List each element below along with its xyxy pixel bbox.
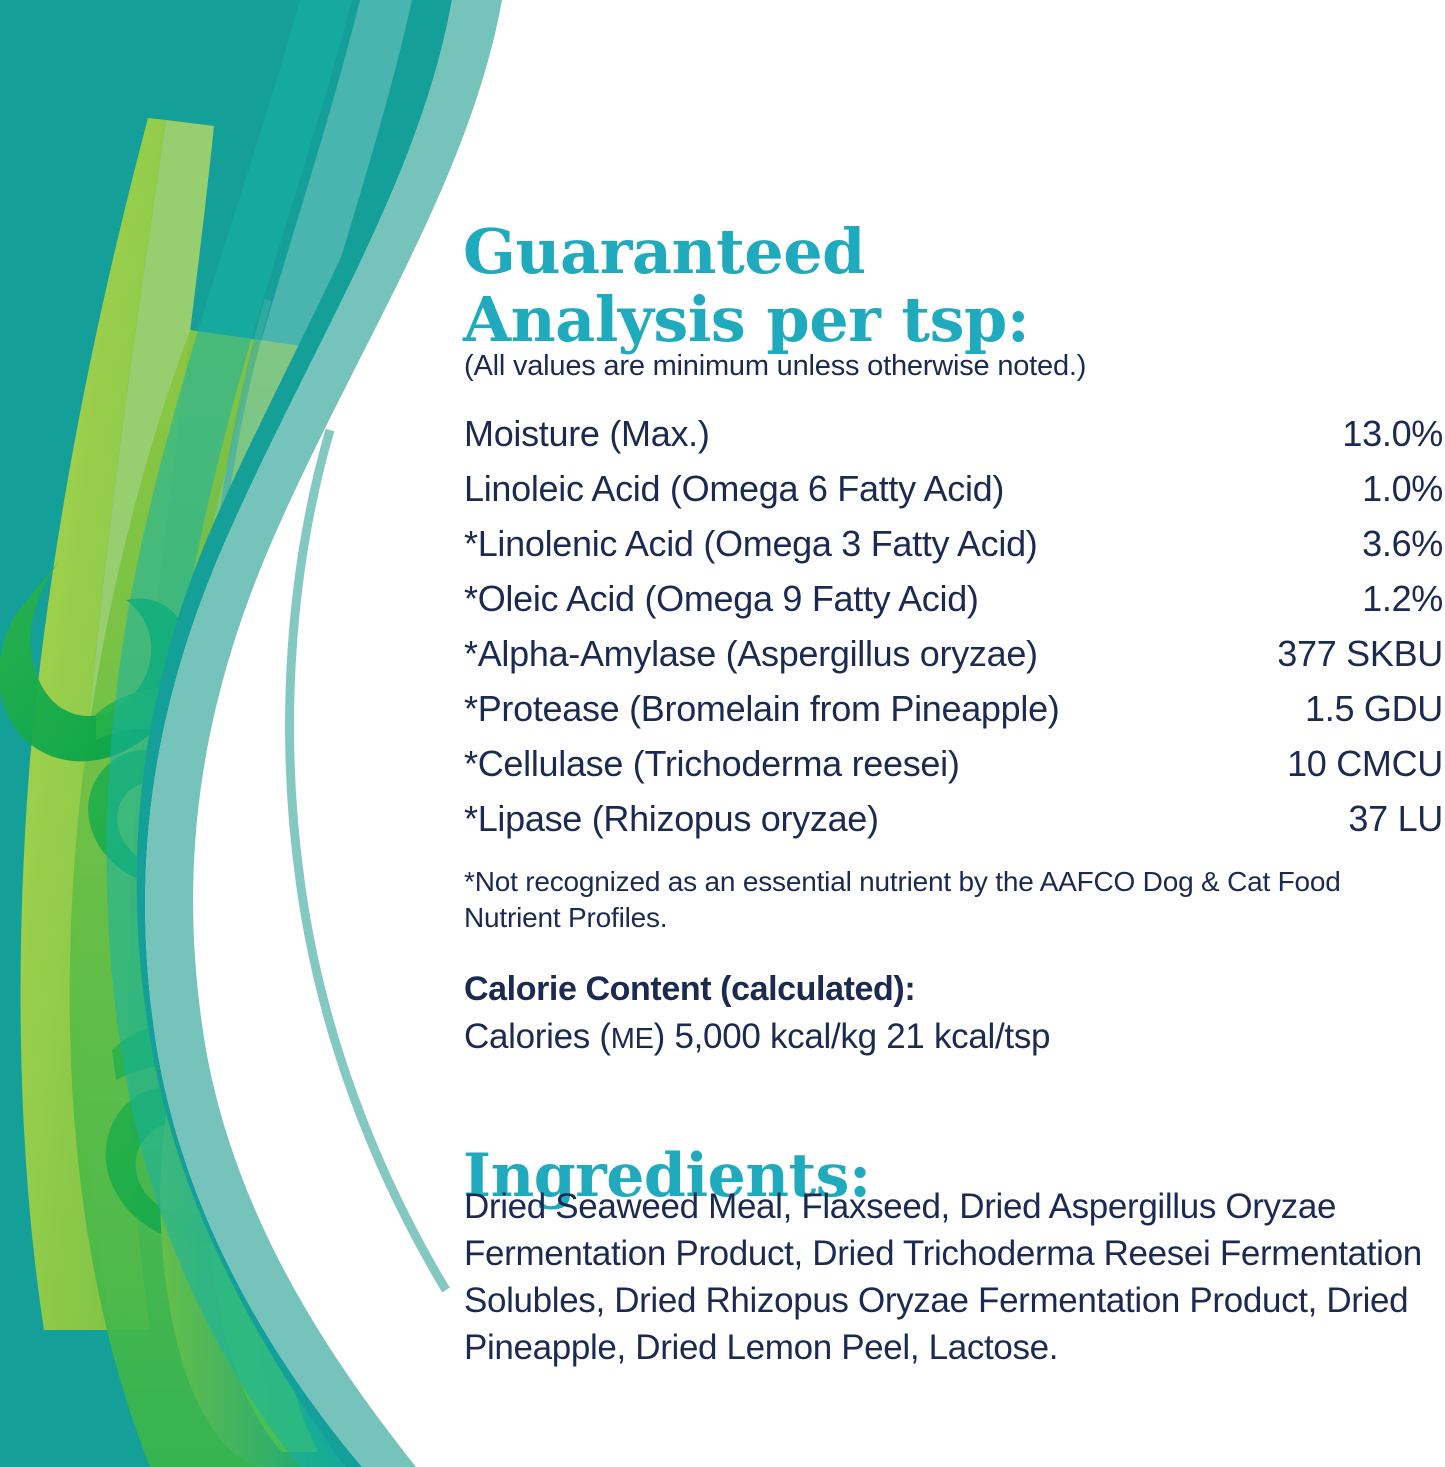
- nutrient-value: 1.0%: [1362, 468, 1443, 509]
- nutrient-value: 3.6%: [1362, 523, 1443, 564]
- nutrient-label: Linoleic Acid (Omega 6 Fatty Acid): [464, 468, 1005, 509]
- nutrient-label: *Oleic Acid (Omega 9 Fatty Acid): [464, 578, 979, 619]
- teal-panel-shape: [0, 0, 502, 1467]
- calorie-content-value: Calories (ME) 5,000 kcal/kg 21 kcal/tsp: [464, 1017, 1051, 1057]
- calories-label: Calories (: [464, 1017, 611, 1056]
- ga-title-line-1: Guaranteed: [463, 214, 866, 288]
- nutrient-label: *Linolenic Acid (Omega 3 Fatty Acid): [464, 523, 1038, 564]
- kelp-blades-group: [0, 0, 412, 1467]
- dot-leader: [982, 604, 1357, 605]
- nutrient-row: Moisture (Max.) 13.0%: [464, 413, 1443, 468]
- me-abbrev: ME: [610, 1023, 654, 1055]
- nutrient-row: *Lipase (Rhizopus oryzae) 37 LU: [464, 798, 1443, 853]
- nutrient-label: *Alpha-Amylase (Aspergillus oryzae): [464, 633, 1038, 674]
- nutrient-value: 13.0%: [1342, 413, 1443, 454]
- ga-title-line-2: Analysis per tsp:: [463, 282, 1030, 356]
- dot-leader: [1008, 494, 1357, 495]
- dot-leader: [882, 824, 1343, 825]
- nutrient-label: *Cellulase (Trichoderma reesei): [464, 743, 960, 784]
- ingredients-title: Ingredients:: [463, 1140, 871, 1211]
- seaweed-stem-curve: [285, 428, 450, 1293]
- calorie-content-heading: Calorie Content (calculated):: [464, 970, 916, 1008]
- calories-amount: ) 5,000 kcal/kg 21 kcal/tsp: [653, 1017, 1051, 1056]
- dot-leader: [1041, 549, 1356, 550]
- seaweed-illustration: [0, 0, 502, 1467]
- label-content: Guaranteed Analysis per tsp: (All values…: [463, 0, 1445, 1467]
- ingredients-body: Dried Seaweed Meal, Flaxseed, Dried Aspe…: [464, 1187, 1422, 1367]
- nutrient-value: 377 SKBU: [1277, 633, 1443, 674]
- nutrient-rows: Moisture (Max.) 13.0% Linoleic Acid (Ome…: [464, 413, 1443, 853]
- dot-leader: [1063, 714, 1300, 715]
- dot-leader: [713, 439, 1337, 440]
- nutrient-row: Linoleic Acid (Omega 6 Fatty Acid) 1.0%: [464, 468, 1443, 523]
- nutrient-label: Moisture (Max.): [464, 413, 710, 454]
- nutrient-row: *Protease (Bromelain from Pineapple) 1.5…: [464, 688, 1443, 743]
- dot-leader: [1041, 659, 1272, 660]
- nutrient-row: *Oleic Acid (Omega 9 Fatty Acid) 1.2%: [464, 578, 1443, 633]
- nutrient-value: 37 LU: [1348, 798, 1443, 839]
- nutrient-value: 1.5 GDU: [1305, 688, 1443, 729]
- nutrient-row: *Linolenic Acid (Omega 3 Fatty Acid) 3.6…: [464, 523, 1443, 578]
- guaranteed-analysis-title: Guaranteed Analysis per tsp:: [463, 214, 1363, 356]
- nutrient-row: *Alpha-Amylase (Aspergillus oryzae) 377 …: [464, 633, 1443, 688]
- guaranteed-analysis-note: (All values are minimum unless otherwise…: [464, 350, 1087, 382]
- dot-leader: [963, 769, 1282, 770]
- nutrient-label: *Protease (Bromelain from Pineapple): [464, 688, 1060, 729]
- nutrient-value: 1.2%: [1362, 578, 1443, 619]
- nutrient-row: *Cellulase (Trichoderma reesei) 10 CMCU: [464, 743, 1443, 798]
- nutrient-value: 10 CMCU: [1287, 743, 1443, 784]
- asterisk-footnote: *Not recognized as an essential nutrient…: [464, 866, 1341, 933]
- nutrient-label: *Lipase (Rhizopus oryzae): [464, 798, 879, 839]
